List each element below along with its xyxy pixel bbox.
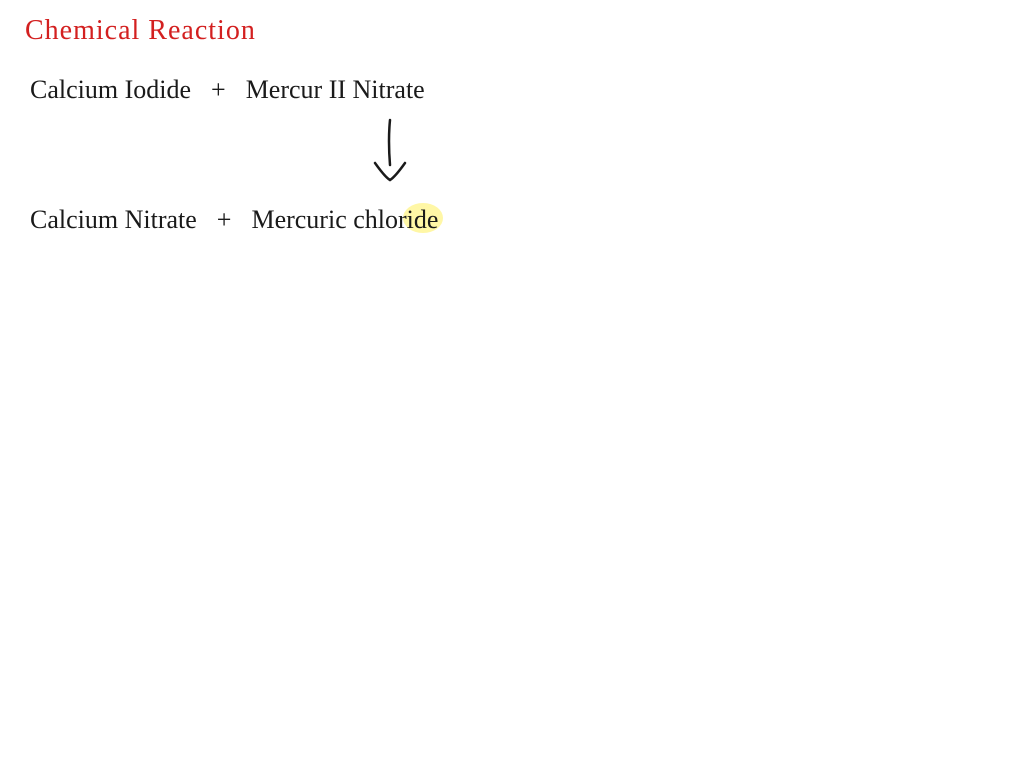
product-2-suffix-text: de (414, 205, 439, 234)
reaction-arrow (365, 115, 415, 195)
plus-products: + (217, 205, 232, 235)
product-1: Calcium Nitrate (30, 205, 197, 235)
down-arrow-icon (365, 115, 415, 195)
product-2: Mercuric chloride (251, 205, 438, 235)
reactant-1: Calcium Iodide (30, 75, 191, 105)
products-row: Calcium Nitrate + Mercuric chloride (30, 205, 438, 235)
page-title: Chemical Reaction (25, 15, 256, 47)
reactants-row: Calcium Iodide + Mercur II Nitrate (30, 75, 425, 105)
product-2-suffix: de (414, 205, 439, 235)
plus-reactants: + (211, 75, 226, 105)
product-2-prefix: Mercuric chlori (251, 205, 413, 234)
reactant-2: Mercur II Nitrate (246, 75, 425, 105)
title-text: Chemical Reaction (25, 15, 256, 46)
